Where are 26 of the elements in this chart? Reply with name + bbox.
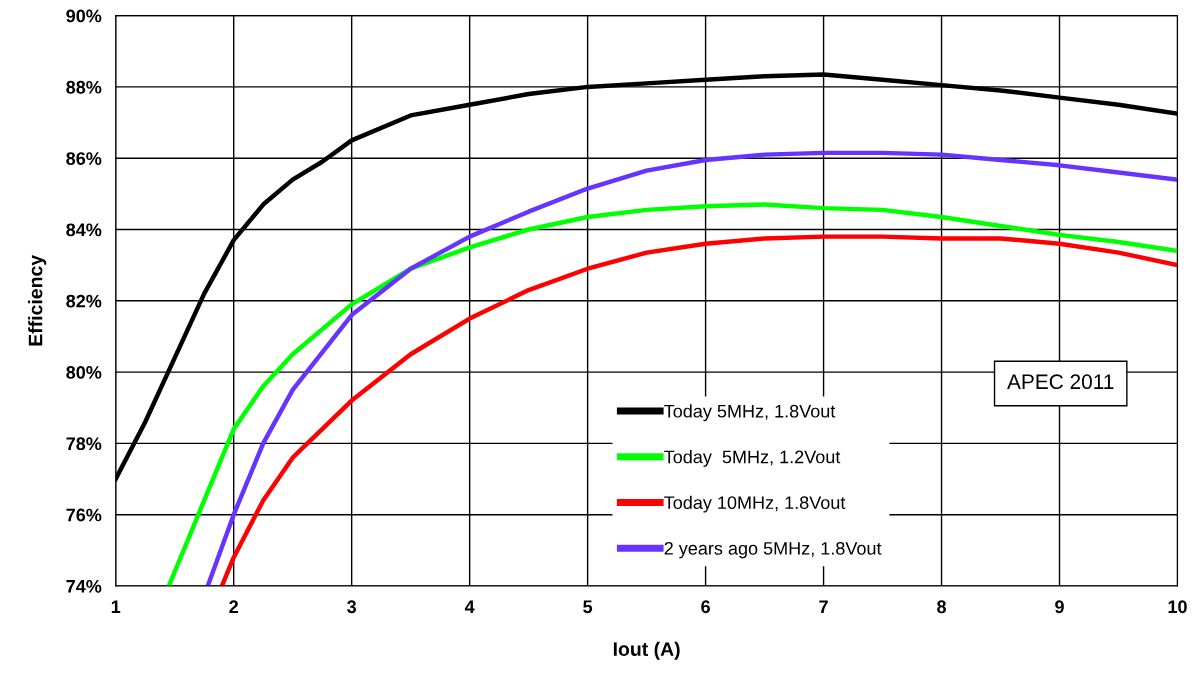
y-tick-label: 84% [66,223,102,237]
y-tick-label: 88% [66,80,102,94]
y-axis-title: Efficiency [28,254,47,346]
legend-label: 2 years ago 5MHz, 1.8Vout [664,541,882,559]
y-tick-label: 86% [66,152,102,165]
y-tick-label: 90% [66,9,102,23]
x-tick-label: 8 [937,600,947,614]
x-tick-label: 6 [701,600,710,614]
y-tick-label: 78% [66,437,102,451]
y-tick-label: 80% [66,366,102,379]
x-tick-label: 4 [464,600,475,613]
x-tick-label: 9 [1055,600,1064,614]
x-tick-label: 10 [1168,600,1187,614]
legend-label: Today 5MHz, 1.2Vout [664,450,841,467]
x-tick-label: 7 [819,600,828,613]
y-tick-label: 82% [66,294,102,308]
annotation: APEC 2011 [1007,374,1114,390]
x-tick-label: 5 [583,600,593,614]
y-tick-label: 76% [66,508,102,522]
legend-label: Today 10MHz, 1.8Vout [664,495,846,513]
x-tick-label: 3 [347,600,357,614]
x-axis-title: Iout (A) [613,641,680,660]
y-tick-label: 74% [66,579,102,593]
x-tick-label: 1 [111,600,121,613]
x-tick-label: 2 [229,600,238,613]
legend-label: Today 5MHz, 1.8Vout [664,404,836,422]
